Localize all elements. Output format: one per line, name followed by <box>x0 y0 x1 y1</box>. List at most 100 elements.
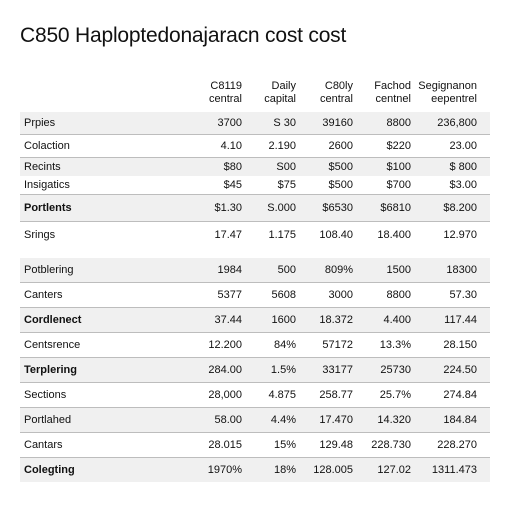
table-row: Colegting 1970% 18% 128.005 127.02 1311.473 <box>20 457 490 482</box>
table-cell: 274.84 <box>443 389 477 401</box>
table-cell: 117.44 <box>444 314 477 326</box>
table-cell: 2.190 <box>268 140 296 152</box>
column-header: Fachod centnel <box>357 80 411 106</box>
table-cell: 500 <box>277 264 296 276</box>
table-cell: $45 <box>223 179 242 191</box>
row-label: Canters <box>24 289 63 301</box>
table-cell: S.000 <box>267 202 296 214</box>
column-header-line2: capital <box>264 93 296 105</box>
table-cell: 4.400 <box>383 314 411 326</box>
table-cell: $75 <box>277 179 296 191</box>
table-row: Colaction 4.10 2.190 2600 $220 23.00 <box>20 134 490 157</box>
table-row: Cantars 28.015 15% 129.48 228.730 228.270 <box>20 432 490 457</box>
table-cell: 28.150 <box>443 339 477 351</box>
table-cell: 17.47 <box>214 229 242 241</box>
table-row: Srings 17.47 1.175 108.40 18.400 12.970 <box>20 221 490 248</box>
table-cell: 1500 <box>386 264 411 276</box>
table-cell: 3000 <box>328 289 353 301</box>
table-cell: 1311.473 <box>431 464 477 476</box>
table-cell: 18.372 <box>319 314 353 326</box>
table-cell: 5377 <box>217 289 242 301</box>
column-header-line2: central <box>319 93 353 105</box>
table-cell: 4.4% <box>270 414 296 426</box>
table-cell: 18.400 <box>377 229 411 241</box>
table-cell: $6530 <box>322 202 353 214</box>
column-header-line2: eepentrel <box>431 93 477 105</box>
row-label: Srings <box>24 229 56 241</box>
table-cell: 12.970 <box>443 229 477 241</box>
table-row: Centsrence 12.200 84% 57172 13.3% 28.150 <box>20 332 490 357</box>
table-cell: 12.200 <box>208 339 242 351</box>
column-header-line1: C80ly <box>324 80 353 92</box>
table-cell: S 30 <box>273 117 296 129</box>
table-cell: 25730 <box>380 364 411 376</box>
table-cell: 18% <box>273 464 296 476</box>
table-cell: 1.5% <box>270 364 296 376</box>
table-cell: 1984 <box>217 264 242 276</box>
column-header-line1: Fachod <box>374 80 411 92</box>
table-cell: $8.200 <box>443 202 477 214</box>
column-header: Segignanon eepentrel <box>415 80 477 106</box>
cost-table-section-1: Prpies 3700 S 30 39160 8800 236,800 Colaction 4… <box>20 112 490 248</box>
column-header-line1: Segignanon <box>418 80 477 92</box>
column-header-line2: centnel <box>375 93 411 105</box>
column-header-row: C8119 central Daily capital C80ly centra… <box>20 80 490 112</box>
table-cell: 4.875 <box>268 389 296 401</box>
table-cell: 18300 <box>446 264 477 276</box>
row-label: Recints <box>24 161 61 173</box>
table-row: Terplering 284.00 1.5% 33177 25730 224.50 <box>20 357 490 382</box>
table-cell: 57172 <box>322 339 353 351</box>
table-cell: 39160 <box>322 117 353 129</box>
table-row: Sections 28,000 4.875 258.77 25.7% 274.84 <box>20 382 490 407</box>
column-header-line1: Daily <box>271 80 296 92</box>
table-cell: 1970% <box>207 464 242 476</box>
table-cell: 8800 <box>386 117 411 129</box>
column-header-line2: central <box>208 93 242 105</box>
table-cell: 17.470 <box>319 414 353 426</box>
table-cell: 129.48 <box>319 439 353 451</box>
table-cell: 33177 <box>322 364 353 376</box>
table-row: Prpies 3700 S 30 39160 8800 236,800 <box>20 112 490 134</box>
table-cell: 228.730 <box>371 439 411 451</box>
table-row: Portlents $1.30 S.000 $6530 $6810 $8.200 <box>20 194 490 221</box>
table-cell: 284.00 <box>208 364 242 376</box>
column-header-line1: C8119 <box>210 80 242 92</box>
table-cell: 258.77 <box>319 389 353 401</box>
table-cell: 25.7% <box>379 389 411 401</box>
table-row: Cordlenect 37.44 1600 18.372 4.400 117.44 <box>20 307 490 332</box>
table-cell: $500 <box>328 179 353 191</box>
cost-table-section-2: Potblering 1984 500 809% 1500 18300 Canters 537… <box>20 258 490 482</box>
table-row: Insigatics $45 $75 $500 $700 $3.00 <box>20 176 490 194</box>
table-cell: 37.44 <box>214 314 242 326</box>
table-cell: $6810 <box>380 202 411 214</box>
table-cell: 236,800 <box>437 117 477 129</box>
column-header: C80ly central <box>300 80 353 106</box>
row-label: Potblering <box>24 264 74 276</box>
column-header: Daily capital <box>246 80 296 106</box>
table-cell: 23.00 <box>449 140 477 152</box>
table-cell: 4.10 <box>220 140 242 152</box>
table-row: Recints $80 S00 $500 $100 $ 800 <box>20 157 490 176</box>
row-label: Colegting <box>24 464 75 476</box>
table-cell: 184.84 <box>443 414 477 426</box>
table-cell: 809% <box>324 264 353 276</box>
table-cell: $80 <box>223 161 242 173</box>
table-row: Canters 5377 5608 3000 8800 57.30 <box>20 282 490 307</box>
table-cell: 15% <box>273 439 296 451</box>
row-label: Terplering <box>24 364 77 376</box>
table-cell: 28,000 <box>208 389 242 401</box>
table-cell: $700 <box>386 179 411 191</box>
table-cell: $220 <box>386 140 411 152</box>
table-row: Portlahed 58.00 4.4% 17.470 14.320 184.84 <box>20 407 490 432</box>
table-cell: 128.005 <box>313 464 353 476</box>
table-cell: 28.015 <box>208 439 242 451</box>
row-label: Sections <box>24 389 67 401</box>
table-cell: S00 <box>276 161 296 173</box>
row-label: Cordlenect <box>24 314 82 326</box>
row-label: Prpies <box>24 117 56 129</box>
table-cell: 2600 <box>328 140 353 152</box>
table-cell: 1.175 <box>268 229 296 241</box>
table-cell: 13.3% <box>379 339 411 351</box>
table-cell: 108.40 <box>319 229 353 241</box>
table-cell: $100 <box>386 161 411 173</box>
